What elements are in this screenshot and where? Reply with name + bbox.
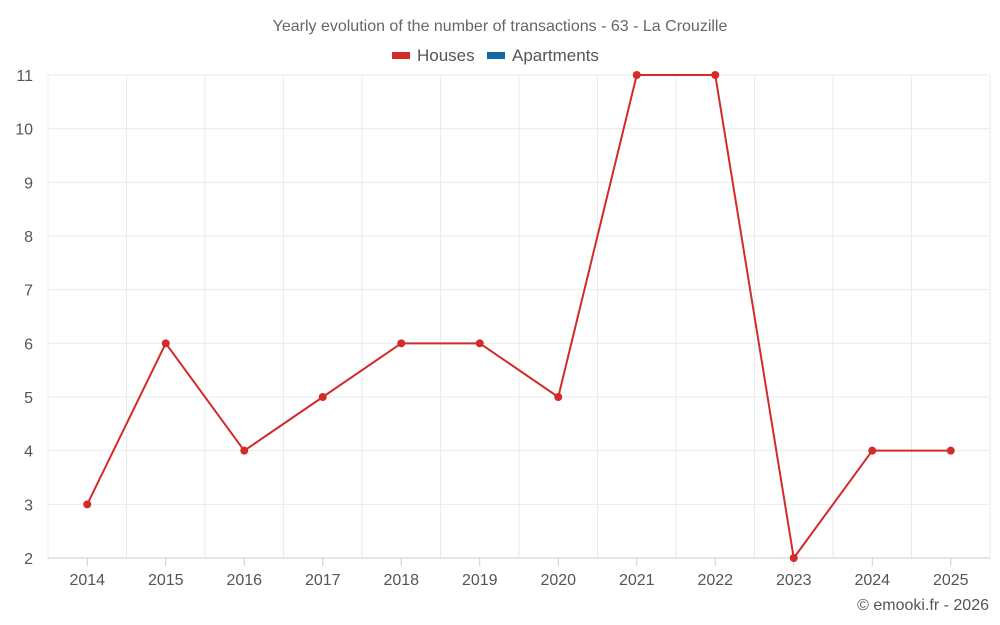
data-point-houses[interactable] [397, 339, 406, 348]
x-tick-label: 2024 [854, 572, 890, 589]
y-tick-label: 4 [24, 444, 33, 461]
legend-label-apartments: Apartments [512, 46, 599, 65]
x-tick-label: 2022 [697, 572, 733, 589]
data-point-houses[interactable] [318, 393, 327, 401]
x-tick-label: 2016 [226, 572, 262, 589]
data-point-houses[interactable] [946, 446, 955, 455]
x-axis-ticks: 2014 2015 2016 2017 2018 2019 2020 2021 2022 2023… [69, 558, 969, 589]
x-tick-label: 2019 [462, 572, 498, 589]
chart-title: Yearly evolution of the number of transa… [273, 18, 728, 35]
x-tick-label: 2017 [305, 572, 341, 589]
y-tick-label: 8 [24, 229, 33, 246]
x-tick-label: 2023 [776, 572, 812, 589]
x-tick-label: 2020 [540, 572, 576, 589]
x-tick-label: 2018 [383, 572, 419, 589]
y-tick-label: 5 [24, 390, 33, 407]
chart-legend: Houses Apartments [392, 46, 599, 65]
series-houses [83, 71, 955, 562]
y-tick-label: 7 [24, 283, 33, 300]
y-tick-label: 6 [24, 336, 33, 353]
legend-swatch-houses [392, 52, 410, 59]
credit-text: © emooki.fr - 2026 [857, 597, 989, 614]
data-point-houses[interactable] [83, 500, 92, 509]
legend-item-houses[interactable]: Houses [392, 46, 475, 65]
data-point-houses[interactable] [632, 71, 641, 79]
y-tick-label: 11 [16, 68, 33, 85]
legend-item-apartments[interactable]: Apartments [487, 46, 599, 65]
y-tick-label: 9 [24, 175, 33, 192]
data-point-houses[interactable] [789, 554, 798, 562]
data-point-houses[interactable] [240, 446, 249, 455]
data-point-houses[interactable] [868, 446, 877, 455]
series-line-houses [86, 74, 951, 559]
data-point-houses[interactable] [711, 71, 720, 79]
y-tick-label: 10 [15, 122, 33, 139]
grid-lines [47, 74, 991, 559]
x-tick-label: 2014 [69, 572, 105, 589]
legend-label-houses: Houses [417, 46, 475, 65]
x-tick-label: 2015 [148, 572, 184, 589]
y-tick-label: 3 [24, 497, 33, 514]
legend-swatch-apartments [487, 52, 505, 59]
data-point-houses[interactable] [475, 339, 484, 348]
y-tick-label: 2 [24, 551, 33, 568]
x-tick-label: 2025 [933, 572, 969, 589]
y-axis-ticks: 2 3 4 5 6 7 8 9 10 11 [15, 68, 33, 568]
data-point-houses[interactable] [161, 339, 170, 348]
x-tick-label: 2021 [619, 572, 655, 589]
data-point-houses[interactable] [554, 393, 563, 401]
